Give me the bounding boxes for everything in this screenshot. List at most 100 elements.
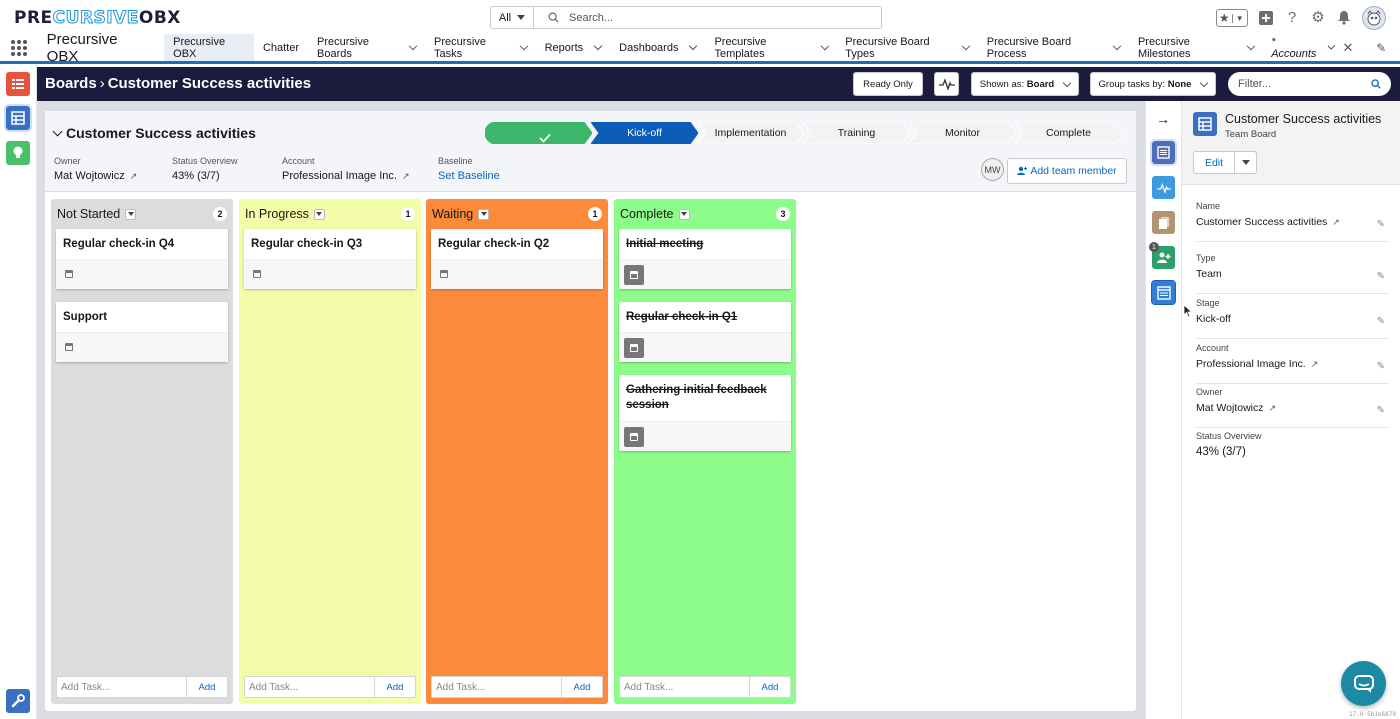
calendar-icon[interactable] xyxy=(253,270,261,278)
field-value[interactable]: Professional Image Inc. xyxy=(1196,358,1306,370)
pencil-icon[interactable]: ✎ xyxy=(1376,271,1385,282)
collapse-arrow-icon[interactable]: → xyxy=(1156,111,1170,127)
nav-tab[interactable]: Precursive Board Process xyxy=(978,34,1129,61)
board-grid-icon[interactable] xyxy=(4,104,32,132)
add-task-button[interactable]: Add xyxy=(198,681,216,693)
chevron-down-icon[interactable] xyxy=(1113,41,1122,51)
add-task-input[interactable]: Add Task... xyxy=(57,677,187,697)
nav-tab[interactable]: Precursive Milestones xyxy=(1129,34,1262,61)
details-list-icon[interactable] xyxy=(1150,139,1177,166)
nav-tab[interactable]: Dashboards xyxy=(610,34,705,61)
task-card-title[interactable]: Regular check-in Q2 xyxy=(438,238,550,250)
calendar-icon[interactable] xyxy=(624,338,644,358)
calendar-icon[interactable] xyxy=(65,270,73,278)
search-scope-select[interactable]: All xyxy=(491,7,534,28)
user-avatar[interactable] xyxy=(1362,6,1386,30)
add-task-input[interactable]: Add Task... xyxy=(432,677,562,697)
nav-tab[interactable]: Precursive Tasks xyxy=(425,34,536,61)
task-card[interactable]: Support xyxy=(56,302,228,362)
global-create-icon[interactable] xyxy=(1258,10,1274,26)
add-task-button[interactable]: Add xyxy=(573,681,591,693)
calendar-table-icon[interactable] xyxy=(1151,280,1176,305)
task-card[interactable]: Regular check-in Q2 xyxy=(431,229,603,289)
chat-button[interactable] xyxy=(1341,661,1386,706)
task-card-title[interactable]: Regular check-in Q4 xyxy=(63,238,175,250)
team-member-avatar[interactable]: MW xyxy=(981,158,1004,181)
task-card[interactable]: Regular check-in Q1 xyxy=(619,302,791,362)
task-card-title[interactable]: Support xyxy=(63,311,108,323)
board-title[interactable]: Customer Success activities xyxy=(52,125,256,141)
add-task-input[interactable]: Add Task... xyxy=(620,677,750,697)
group-tasks-select[interactable]: Group tasks by: None xyxy=(1090,72,1216,96)
activity-pulse-button[interactable] xyxy=(934,72,959,96)
column-menu-button[interactable] xyxy=(678,208,690,220)
task-card[interactable]: Regular check-in Q4 xyxy=(56,229,228,289)
nav-tab[interactable]: Precursive Boards xyxy=(308,34,425,61)
search-input[interactable]: Search... xyxy=(534,7,881,28)
task-list-icon[interactable] xyxy=(6,72,30,96)
shown-as-select[interactable]: Shown as: Board xyxy=(971,72,1079,96)
add-team-member-button[interactable]: Add team member xyxy=(1007,158,1127,184)
account-value[interactable]: Professional Image Inc. xyxy=(282,170,397,182)
field-value[interactable]: Mat Wojtowicz xyxy=(1196,402,1264,414)
column-menu-button[interactable] xyxy=(478,208,490,220)
external-link-icon[interactable]: ↗ xyxy=(129,170,138,181)
path-step[interactable]: Training xyxy=(803,122,910,144)
path-step[interactable] xyxy=(485,122,592,144)
add-task-button[interactable]: Add xyxy=(386,681,404,693)
set-baseline-link[interactable]: Set Baseline xyxy=(438,170,500,182)
nav-tab[interactable]: Precursive OBX xyxy=(164,34,254,64)
pencil-icon[interactable]: ✎ xyxy=(1376,405,1385,416)
ready-only-button[interactable]: Ready Only xyxy=(853,72,923,96)
add-task-button[interactable]: Add xyxy=(761,681,779,693)
nav-tab[interactable]: Chatter xyxy=(254,34,308,61)
task-card-title[interactable]: Regular check-in Q1 xyxy=(626,311,738,323)
chevron-down-icon[interactable] xyxy=(1246,41,1255,51)
wrench-icon[interactable] xyxy=(6,689,30,713)
calendar-icon[interactable] xyxy=(65,343,73,351)
gear-icon[interactable]: ⚙ xyxy=(1311,9,1325,26)
nav-tab[interactable]: Reports xyxy=(536,34,611,61)
filter-input[interactable]: Filter... xyxy=(1228,72,1391,96)
path-step[interactable]: Monitor xyxy=(909,122,1016,144)
path-step[interactable]: Complete xyxy=(1015,122,1122,144)
task-card-title[interactable]: Initial meeting xyxy=(626,238,704,250)
chevron-down-icon[interactable] xyxy=(1327,41,1336,51)
task-card[interactable]: Regular check-in Q3 xyxy=(244,229,416,289)
pencil-icon[interactable]: ✎ xyxy=(1376,361,1385,372)
path-step[interactable]: Implementation xyxy=(697,122,804,144)
nav-tab[interactable]: Precursive Board Types xyxy=(836,34,977,61)
favorites-button[interactable]: ★ ▼ xyxy=(1216,9,1248,27)
precursive-logo[interactable]: PRECURSIVEOBX xyxy=(14,8,181,29)
chevron-down-icon[interactable] xyxy=(593,41,603,51)
external-link-icon[interactable]: ↗ xyxy=(401,170,410,181)
more-actions-button[interactable] xyxy=(1235,152,1256,173)
bell-icon[interactable] xyxy=(1336,10,1352,26)
nav-tab[interactable]: Precursive Templates xyxy=(705,34,836,61)
edit-nav-icon[interactable]: ✎ xyxy=(1376,40,1387,55)
add-task-input[interactable]: Add Task... xyxy=(245,677,375,697)
column-menu-button[interactable] xyxy=(313,208,325,220)
chevron-down-icon[interactable] xyxy=(820,41,829,51)
task-card[interactable]: Gathering initial feedback session xyxy=(619,375,791,451)
chevron-down-icon[interactable] xyxy=(689,41,698,51)
close-icon[interactable]: ✕ xyxy=(1342,39,1354,55)
path-step[interactable]: Kick-off xyxy=(591,122,698,144)
breadcrumb-boards-link[interactable]: Boards xyxy=(45,75,97,92)
task-card[interactable]: Initial meeting xyxy=(619,229,791,289)
calendar-icon[interactable] xyxy=(440,270,448,278)
external-link-icon[interactable]: ↗ xyxy=(1268,402,1277,413)
chevron-down-icon[interactable] xyxy=(409,41,418,51)
owner-value[interactable]: Mat Wojtowicz xyxy=(54,170,125,182)
edit-button[interactable]: Edit xyxy=(1194,152,1235,173)
lightbulb-icon[interactable] xyxy=(6,141,30,165)
nav-tab[interactable]: * Accounts ✕ xyxy=(1262,34,1362,61)
help-icon[interactable]: ? xyxy=(1287,9,1297,26)
external-link-icon[interactable]: ↗ xyxy=(1310,358,1319,369)
app-launcher-icon[interactable] xyxy=(0,34,38,61)
documents-icon[interactable] xyxy=(1152,211,1175,234)
chevron-down-icon[interactable] xyxy=(961,41,971,51)
column-menu-button[interactable] xyxy=(125,208,137,220)
task-card-title[interactable]: Regular check-in Q3 xyxy=(251,238,363,250)
activity-icon[interactable] xyxy=(1152,176,1175,199)
